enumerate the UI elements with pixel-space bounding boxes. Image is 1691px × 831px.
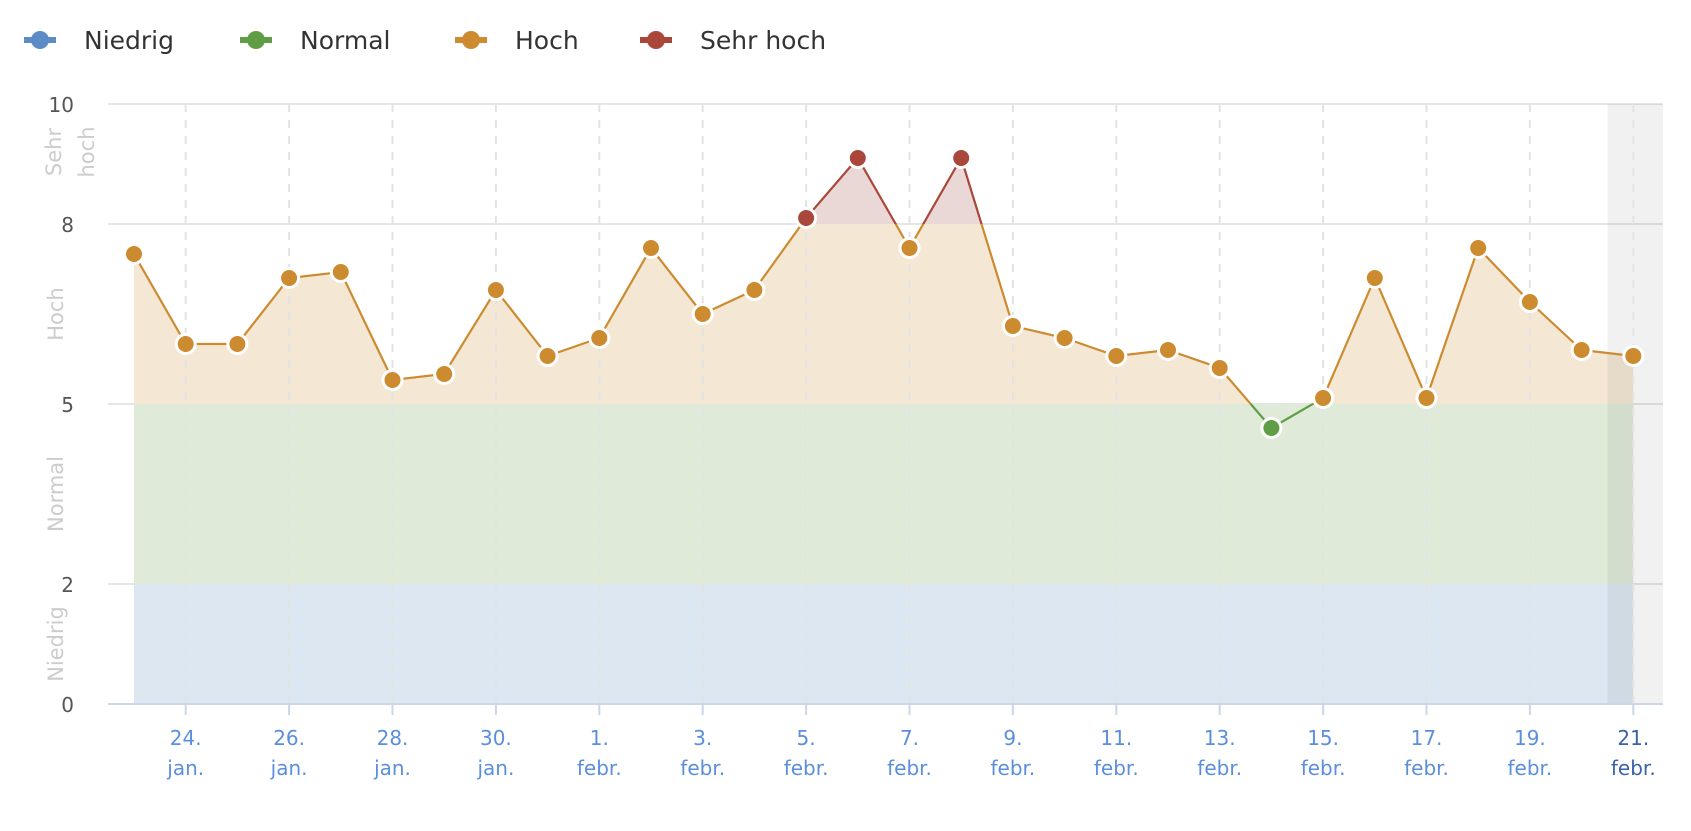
x-axis-ticks: 24. jan. 26. jan. 28. jan. 30. jan. 1. febr. 3. feb… [166, 704, 1656, 780]
x-tick-label-day: 19. [1514, 726, 1546, 750]
x-tick-label-day: 1. [590, 726, 609, 750]
y-tick-label: 2 [61, 573, 74, 597]
legend-marker-icon [640, 30, 672, 50]
y-tick-label: 8 [61, 213, 74, 237]
legend-item-normal[interactable]: Normal [240, 16, 390, 64]
x-tick-label-month: febr. [1301, 756, 1346, 780]
band-niedrig [134, 584, 1634, 704]
x-tick-label-month: jan. [373, 756, 411, 780]
x-tick-label-day: 26. [273, 726, 305, 750]
vertical-gridlines [184, 104, 1635, 704]
data-point [1363, 267, 1386, 289]
x-tick-label-month: febr. [577, 756, 622, 780]
x-tick-label-day: 17. [1411, 726, 1443, 750]
band-label-niedrig: Niedrig [44, 606, 68, 682]
band-label-hoch: Hoch [44, 287, 68, 341]
data-point [1260, 417, 1283, 439]
current-day-highlight [1607, 104, 1663, 704]
data-point [174, 333, 197, 355]
y-tick-label: 0 [61, 693, 74, 717]
data-point [1001, 315, 1024, 337]
x-tick-label-month: febr. [1404, 756, 1449, 780]
data-point [329, 261, 352, 283]
x-tick-label-month: jan. [166, 756, 204, 780]
legend-label: Sehr hoch [700, 25, 827, 55]
band-label-sehr-hoch: hoch [75, 126, 99, 177]
x-tick-label-day: 7. [900, 726, 919, 750]
chart-legend: Niedrig Normal Hoch Sehr hoch [0, 16, 900, 64]
data-point [795, 207, 818, 229]
data-point [1467, 237, 1490, 259]
legend-marker-icon [455, 30, 487, 50]
data-point [536, 345, 559, 367]
x-tick-label-day: 15. [1307, 726, 1339, 750]
data-point [484, 279, 507, 301]
x-tick-label-day: 30. [480, 726, 512, 750]
legend-item-hoch[interactable]: Hoch [455, 16, 579, 64]
legend-marker-icon [24, 30, 56, 50]
data-point [1570, 339, 1593, 361]
data-point [950, 147, 973, 169]
data-point [381, 369, 404, 391]
x-tick-label-month: febr. [1508, 756, 1553, 780]
data-point [226, 333, 249, 355]
data-point [640, 237, 662, 259]
data-point [1518, 291, 1541, 313]
x-tick-label-month: febr. [1094, 756, 1139, 780]
x-tick-label-month: febr. [784, 756, 829, 780]
area-sehr-hoch [801, 158, 982, 224]
x-tick-label-month: jan. [270, 756, 308, 780]
x-tick-label-month: febr. [1197, 756, 1242, 780]
x-tick-label-month: febr. [887, 756, 932, 780]
series-line-segment [800, 155, 983, 224]
data-point [898, 237, 921, 259]
legend-label: Normal [300, 25, 391, 55]
x-tick-label-day: 24. [170, 726, 202, 750]
legend-label: Hoch [515, 25, 579, 55]
data-point [1622, 345, 1645, 367]
data-point [123, 243, 145, 265]
data-point [1105, 345, 1128, 367]
band-label-sehr-hoch: Sehr [42, 128, 66, 177]
y-tick-label: 5 [61, 393, 74, 417]
x-tick-label-month: febr. [680, 756, 725, 780]
x-tick-label-day: 3. [693, 726, 712, 750]
area-hoch [134, 224, 1634, 404]
data-point [278, 267, 301, 289]
data-point [743, 279, 766, 301]
legend-item-niedrig[interactable]: Niedrig [24, 16, 174, 64]
data-point [433, 363, 456, 385]
x-tick-label-month: febr. [991, 756, 1036, 780]
zone-bands [134, 158, 1634, 704]
x-tick-label-month: jan. [476, 756, 514, 780]
y-tick-label: 10 [49, 93, 74, 117]
legend-marker-icon [240, 30, 272, 50]
data-point [588, 327, 611, 349]
data-point [846, 147, 869, 169]
legend-item-sehr-hoch[interactable]: Sehr hoch [640, 16, 826, 64]
band-normal [134, 404, 1634, 584]
data-point [1312, 387, 1335, 409]
x-tick-label-day: 21. [1617, 726, 1649, 750]
data-point [1157, 339, 1179, 361]
x-tick-label-day: 9. [1003, 726, 1022, 750]
data-point [1053, 327, 1076, 349]
band-label-normal: Normal [44, 456, 68, 532]
x-tick-label-day: 5. [797, 726, 816, 750]
series-line-segment [133, 224, 1634, 404]
data-point [691, 303, 714, 325]
x-tick-label-month: febr. [1611, 756, 1656, 780]
x-tick-label-day: 28. [377, 726, 409, 750]
data-point [1415, 387, 1438, 409]
data-points [123, 147, 1645, 439]
y-axis-labels: 0 2 5 8 10 [49, 93, 74, 717]
series-line [133, 155, 1634, 430]
data-point [1208, 357, 1231, 379]
legend-label: Niedrig [84, 25, 174, 55]
x-tick-label-day: 13. [1204, 726, 1236, 750]
x-tick-label-day: 11. [1100, 726, 1132, 750]
y-axis-band-labels: Niedrig Normal Hoch Sehr hoch [42, 126, 99, 681]
